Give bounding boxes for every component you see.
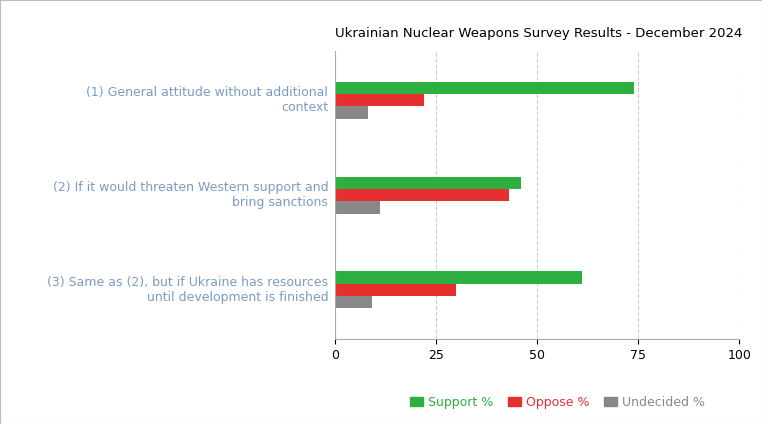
Bar: [335, 284, 456, 296]
Bar: [335, 82, 634, 94]
Bar: [335, 106, 367, 119]
Bar: [335, 201, 379, 214]
Text: Ukrainian Nuclear Weapons Survey Results - December 2024: Ukrainian Nuclear Weapons Survey Results…: [335, 27, 743, 40]
Bar: [335, 94, 424, 106]
Bar: [335, 176, 521, 189]
Legend: Support %, Oppose %, Undecided %: Support %, Oppose %, Undecided %: [405, 391, 709, 414]
Bar: [335, 296, 372, 308]
Bar: [335, 189, 509, 201]
Bar: [335, 271, 581, 284]
